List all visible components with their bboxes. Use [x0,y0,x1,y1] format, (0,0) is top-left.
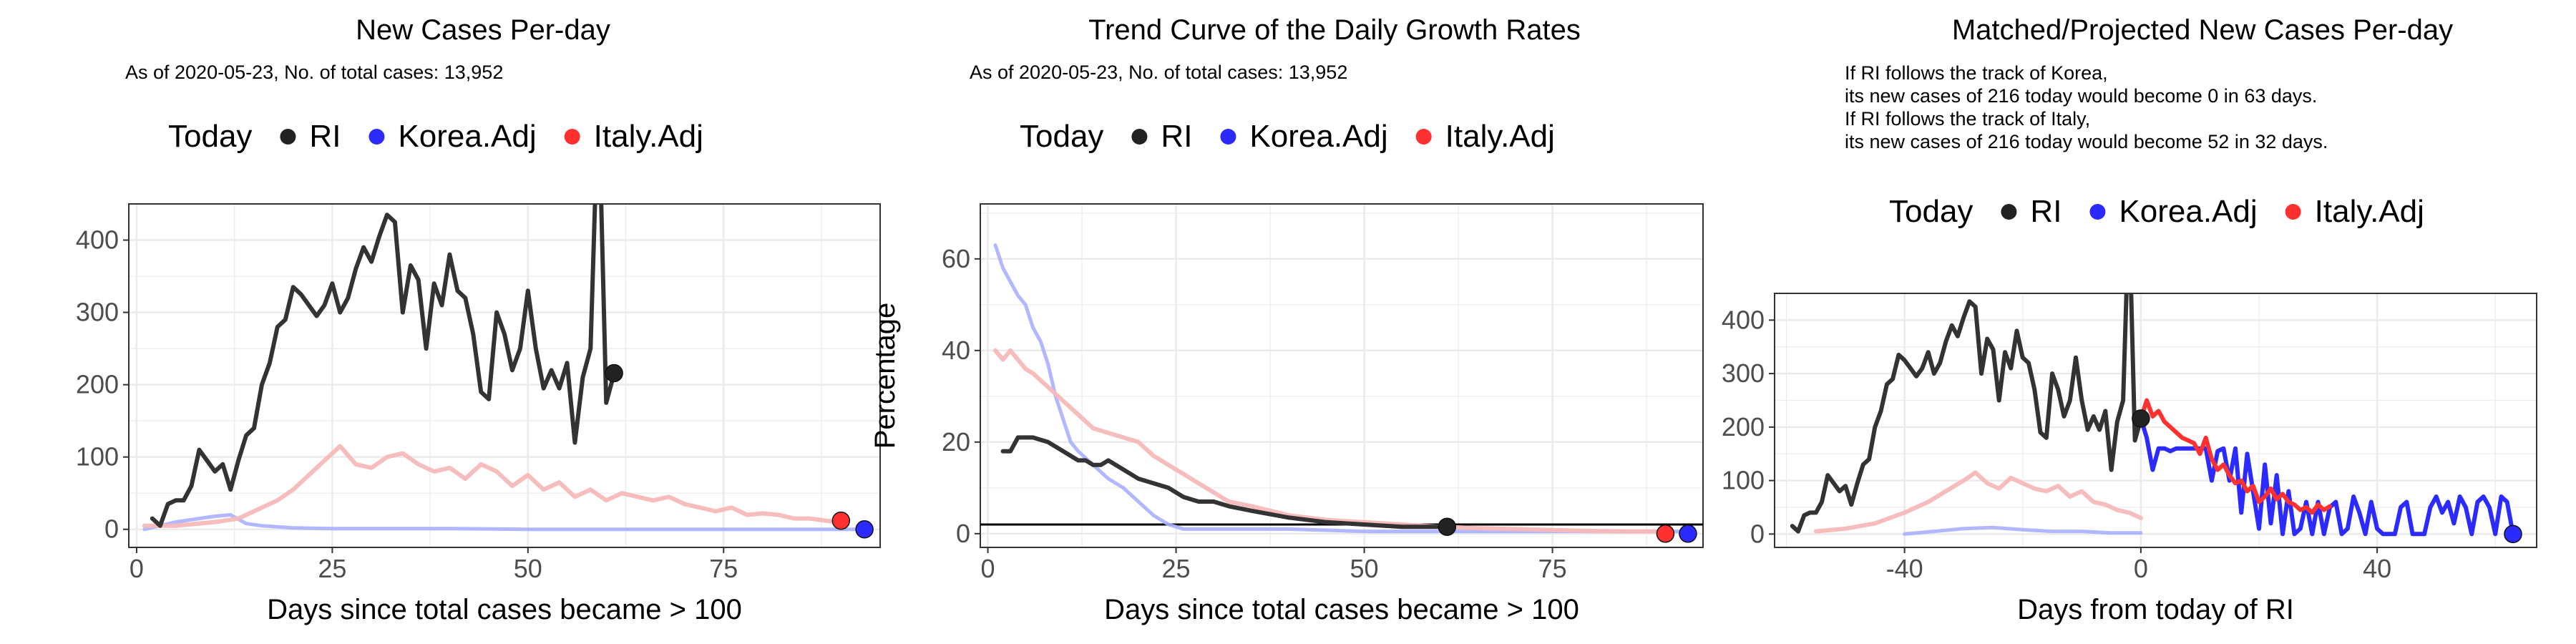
y-tick-label: 0 [956,519,970,548]
plot-border [128,203,881,548]
chart-note: If RI follows the track of Italy, [1845,108,2090,130]
chart-panel-3: Matched/Projected New Cases Per-day If RI… [1722,14,2537,625]
x-tick-label: 25 [1162,554,1191,583]
legend-key-ri [280,129,296,145]
y-tick-label: 60 [942,244,970,273]
y-tick-label: 400 [1722,305,1765,334]
today-point-italy-adj [1656,525,1675,543]
legend-key-korea-adj [369,129,385,145]
series-line-italy-adj-matched [1813,470,2143,534]
x-tick-label: 0 [2134,554,2148,583]
chart-note: its new cases of 216 today would become … [1845,85,2317,107]
legend-key-korea-adj [1220,129,1236,145]
x-tick-label: 0 [981,554,995,583]
series-group [980,243,1703,534]
chart-note: its new cases of 216 today would become … [1845,131,2328,152]
chart-title: Matched/Projected New Cases Per-day [1952,14,2453,46]
y-tick-label: 40 [942,336,970,365]
legend-label: RI [1161,119,1192,154]
y-tick-label: 20 [942,427,970,457]
series-group [142,204,867,532]
legend-label: RI [309,119,341,154]
x-tick-label: 50 [1350,554,1379,583]
y-tick-label: 0 [104,514,119,544]
legend-key-korea-adj [2089,204,2106,220]
legend-label: Korea.Adj [2119,194,2257,229]
legend: Today RI Korea.Adj Italy.Adj [1889,194,2424,229]
x-axis-label: Days since total cases became > 100 [267,594,742,625]
legend-label: Italy.Adj [1445,119,1555,154]
legend-key-ri [2001,204,2017,220]
chart-note: If RI follows the track of Korea, [1845,62,2108,84]
x-tick-label: 75 [709,554,738,583]
y-tick-label: 0 [1750,519,1765,548]
legend-label: Korea.Adj [1249,119,1387,154]
legend-key-ri [1131,129,1148,145]
today-point-italy-adj [831,511,851,530]
legend-label: Today [1020,119,1103,154]
legend-label: Today [1889,194,1973,229]
series-line-korea-adj [993,243,1690,534]
x-tick-label: 0 [130,554,144,583]
series-line-ri [1000,435,1450,530]
legend-key-italy-adj [564,129,580,145]
plot-area [980,203,1704,548]
y-axis-label: Percentage [869,303,901,449]
today-point-korea-adj [855,519,874,539]
y-tick-label: 300 [76,298,119,327]
today-point-korea-adj [1679,525,1697,543]
today-point-ri [605,364,623,383]
chart-subtitle: As of 2020-05-23, No. of total cases: 13… [125,62,503,83]
chart-panel-2: Trend Curve of the Daily Growth Rates As … [869,14,1704,625]
legend: Today RI Korea.Adj Italy.Adj [168,119,703,154]
legend-label: Italy.Adj [2315,194,2424,229]
y-tick-label: 300 [1722,358,1765,388]
series-line-italy-adj-projected [2138,398,2332,515]
chart-subtitle: As of 2020-05-23, No. of total cases: 13… [970,62,1347,83]
legend-key-italy-adj [2285,204,2301,220]
today-point-korea-adj [2504,525,2522,544]
plot-border [980,203,1704,548]
series-group [1790,293,2515,537]
plot-area [1774,293,2537,548]
x-axis-label: Days from today of RI [2017,594,2294,625]
legend-label: Korea.Adj [398,119,536,154]
today-point-ri [2132,409,2150,428]
series-line-korea-adj [142,513,867,532]
plot-border [1774,293,2537,548]
x-tick-label: 50 [514,554,542,583]
y-tick-label: 100 [76,442,119,472]
series-line-ri [1790,293,2143,534]
today-point-ri [1438,517,1457,536]
x-tick-label: -40 [1886,554,1923,583]
x-tick-label: 40 [2363,554,2391,583]
y-tick-label: 400 [76,225,119,255]
series-line-korea-adj-matched [1903,525,2143,536]
legend: Today RI Korea.Adj Italy.Adj [1020,119,1555,154]
legend-label: RI [2030,194,2062,229]
series-line-italy-adj [142,444,844,528]
x-axis-label: Days since total cases became > 100 [1104,594,1579,625]
legend-label: Italy.Adj [594,119,703,154]
y-tick-label: 200 [76,370,119,399]
legend-label: Today [168,119,252,154]
plot-area [128,203,881,548]
chart-title: New Cases Per-day [356,14,610,46]
legend-key-italy-adj [1415,129,1432,145]
y-tick-label: 200 [1722,412,1765,441]
series-line-italy-adj [993,348,1668,534]
x-tick-label: 25 [318,554,346,583]
chart-title: Trend Curve of the Daily Growth Rates [1088,14,1581,46]
y-tick-label: 100 [1722,466,1765,495]
chart-panel-1: New Cases Per-day As of 2020-05-23, No. o… [76,14,881,625]
x-tick-label: 75 [1538,554,1567,583]
series-line-ri [150,204,617,528]
